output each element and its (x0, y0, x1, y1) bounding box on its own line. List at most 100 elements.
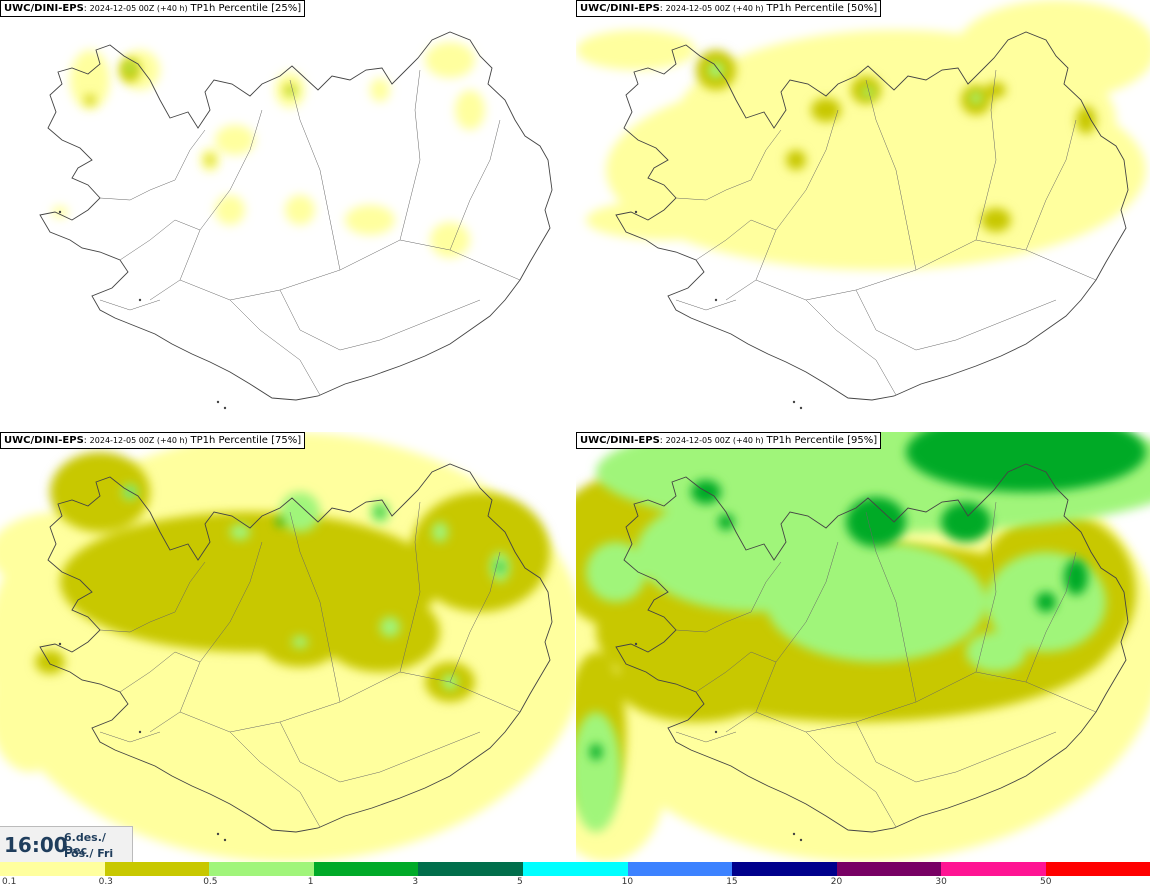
island-dot (58, 642, 62, 646)
valid-time-box: 16:00 6.des./ Dec Fös./ Fri (0, 826, 133, 863)
road-line (675, 179, 752, 201)
precip-area (370, 78, 390, 102)
precip-area (811, 98, 841, 122)
legend-tick-label: 1 (307, 877, 314, 887)
road-line (229, 731, 321, 828)
precip-area (1064, 559, 1088, 595)
island-dot (58, 210, 62, 214)
run-info: 2024-12-05 00Z (+40 h) (665, 436, 764, 445)
precip-area (280, 492, 320, 532)
precip-area (425, 42, 475, 78)
road-line (149, 671, 521, 733)
road-line (449, 551, 501, 683)
legend-swatch (523, 862, 629, 876)
parameter-label: TP1h Percentile [95%] (766, 435, 878, 446)
island-dot (216, 400, 220, 404)
road-line (279, 721, 381, 783)
road-line (1025, 119, 1077, 251)
precip-area (126, 63, 134, 73)
road-line (379, 299, 481, 341)
precip-area (230, 524, 250, 540)
legend-tick-label: 5 (517, 877, 523, 887)
precip-area (846, 497, 906, 547)
island-dot (714, 730, 718, 734)
road-line (179, 541, 263, 713)
road-line (755, 541, 839, 713)
road-line (149, 239, 521, 301)
road-line (379, 731, 481, 773)
precip-area (345, 205, 395, 235)
precip-area (906, 432, 1146, 492)
precip-layer (576, 0, 1150, 270)
precip-area (586, 542, 646, 602)
precip-layer (590, 432, 1146, 760)
precip-area (708, 62, 724, 78)
model-name: UWC/DINI-EPS (4, 435, 84, 446)
precip-area (0, 652, 70, 772)
parameter-label: TP1h Percentile [75%] (190, 435, 302, 446)
road-line (449, 119, 501, 251)
road-line (229, 299, 321, 396)
model-name: UWC/DINI-EPS (580, 435, 660, 446)
precip-area (432, 522, 448, 542)
precip-area (380, 617, 400, 637)
run-info: 2024-12-05 00Z (+40 h) (89, 436, 188, 445)
island-dot (138, 730, 142, 734)
island-dot (792, 832, 796, 836)
road-line (855, 289, 957, 351)
road-line (179, 109, 263, 281)
precip-area (1036, 592, 1056, 612)
precip-area (320, 592, 440, 672)
precip-map-p75 (0, 432, 575, 862)
road-line (675, 299, 737, 311)
map-panel-p95: UWC/DINI-EPS: 2024-12-05 00Z (+40 h) TP1… (576, 432, 1150, 862)
legend-tick-label: 3 (412, 877, 419, 887)
precip-area (970, 92, 982, 104)
panel-title: UWC/DINI-EPS: 2024-12-05 00Z (+40 h) TP1… (0, 432, 306, 449)
map-panel-p50: UWC/DINI-EPS: 2024-12-05 00Z (+40 h) TP1… (576, 0, 1150, 431)
road-line (955, 299, 1057, 341)
panel-title: UWC/DINI-EPS: 2024-12-05 00Z (+40 h) TP1… (0, 0, 306, 17)
valid-date: 6.des./ Dec (64, 831, 106, 857)
model-name: UWC/DINI-EPS (4, 3, 84, 14)
coastline (39, 31, 553, 401)
precip-area (981, 208, 1011, 232)
precip-area (862, 87, 874, 97)
coastline (615, 31, 1129, 401)
precip-area (215, 195, 245, 225)
legend-swatch (732, 862, 838, 876)
precip-area (285, 195, 315, 225)
parameter-label: TP1h Percentile [50%] (766, 3, 878, 14)
precip-area (616, 642, 776, 722)
road-line (675, 611, 752, 633)
precip-area (766, 542, 986, 662)
island-dot (138, 298, 142, 302)
precip-area (1076, 106, 1096, 134)
road-line (725, 671, 1097, 733)
island-dot (634, 642, 638, 646)
precip-area (966, 632, 1026, 672)
precip-area (676, 30, 1116, 210)
road-line (695, 219, 777, 261)
road-line (99, 731, 161, 743)
island-dot (216, 832, 220, 836)
legend-swatch (1046, 862, 1150, 876)
panel-title: UWC/DINI-EPS: 2024-12-05 00Z (+40 h) TP1… (576, 432, 882, 449)
precip-layer (122, 484, 510, 690)
island-dot (223, 406, 227, 410)
island-dot (799, 406, 803, 410)
road-line (99, 299, 161, 311)
island-dot (223, 838, 227, 842)
island-dot (799, 838, 803, 842)
precip-area (289, 89, 295, 95)
road-line (675, 731, 737, 743)
road-line (174, 561, 206, 613)
precip-layer (52, 42, 485, 258)
road-line (975, 69, 997, 241)
road-line (119, 219, 201, 261)
coastline (615, 463, 1129, 833)
precip-area (941, 502, 991, 542)
precip-area (718, 514, 734, 530)
road-line (99, 179, 176, 201)
island-dot (792, 400, 796, 404)
